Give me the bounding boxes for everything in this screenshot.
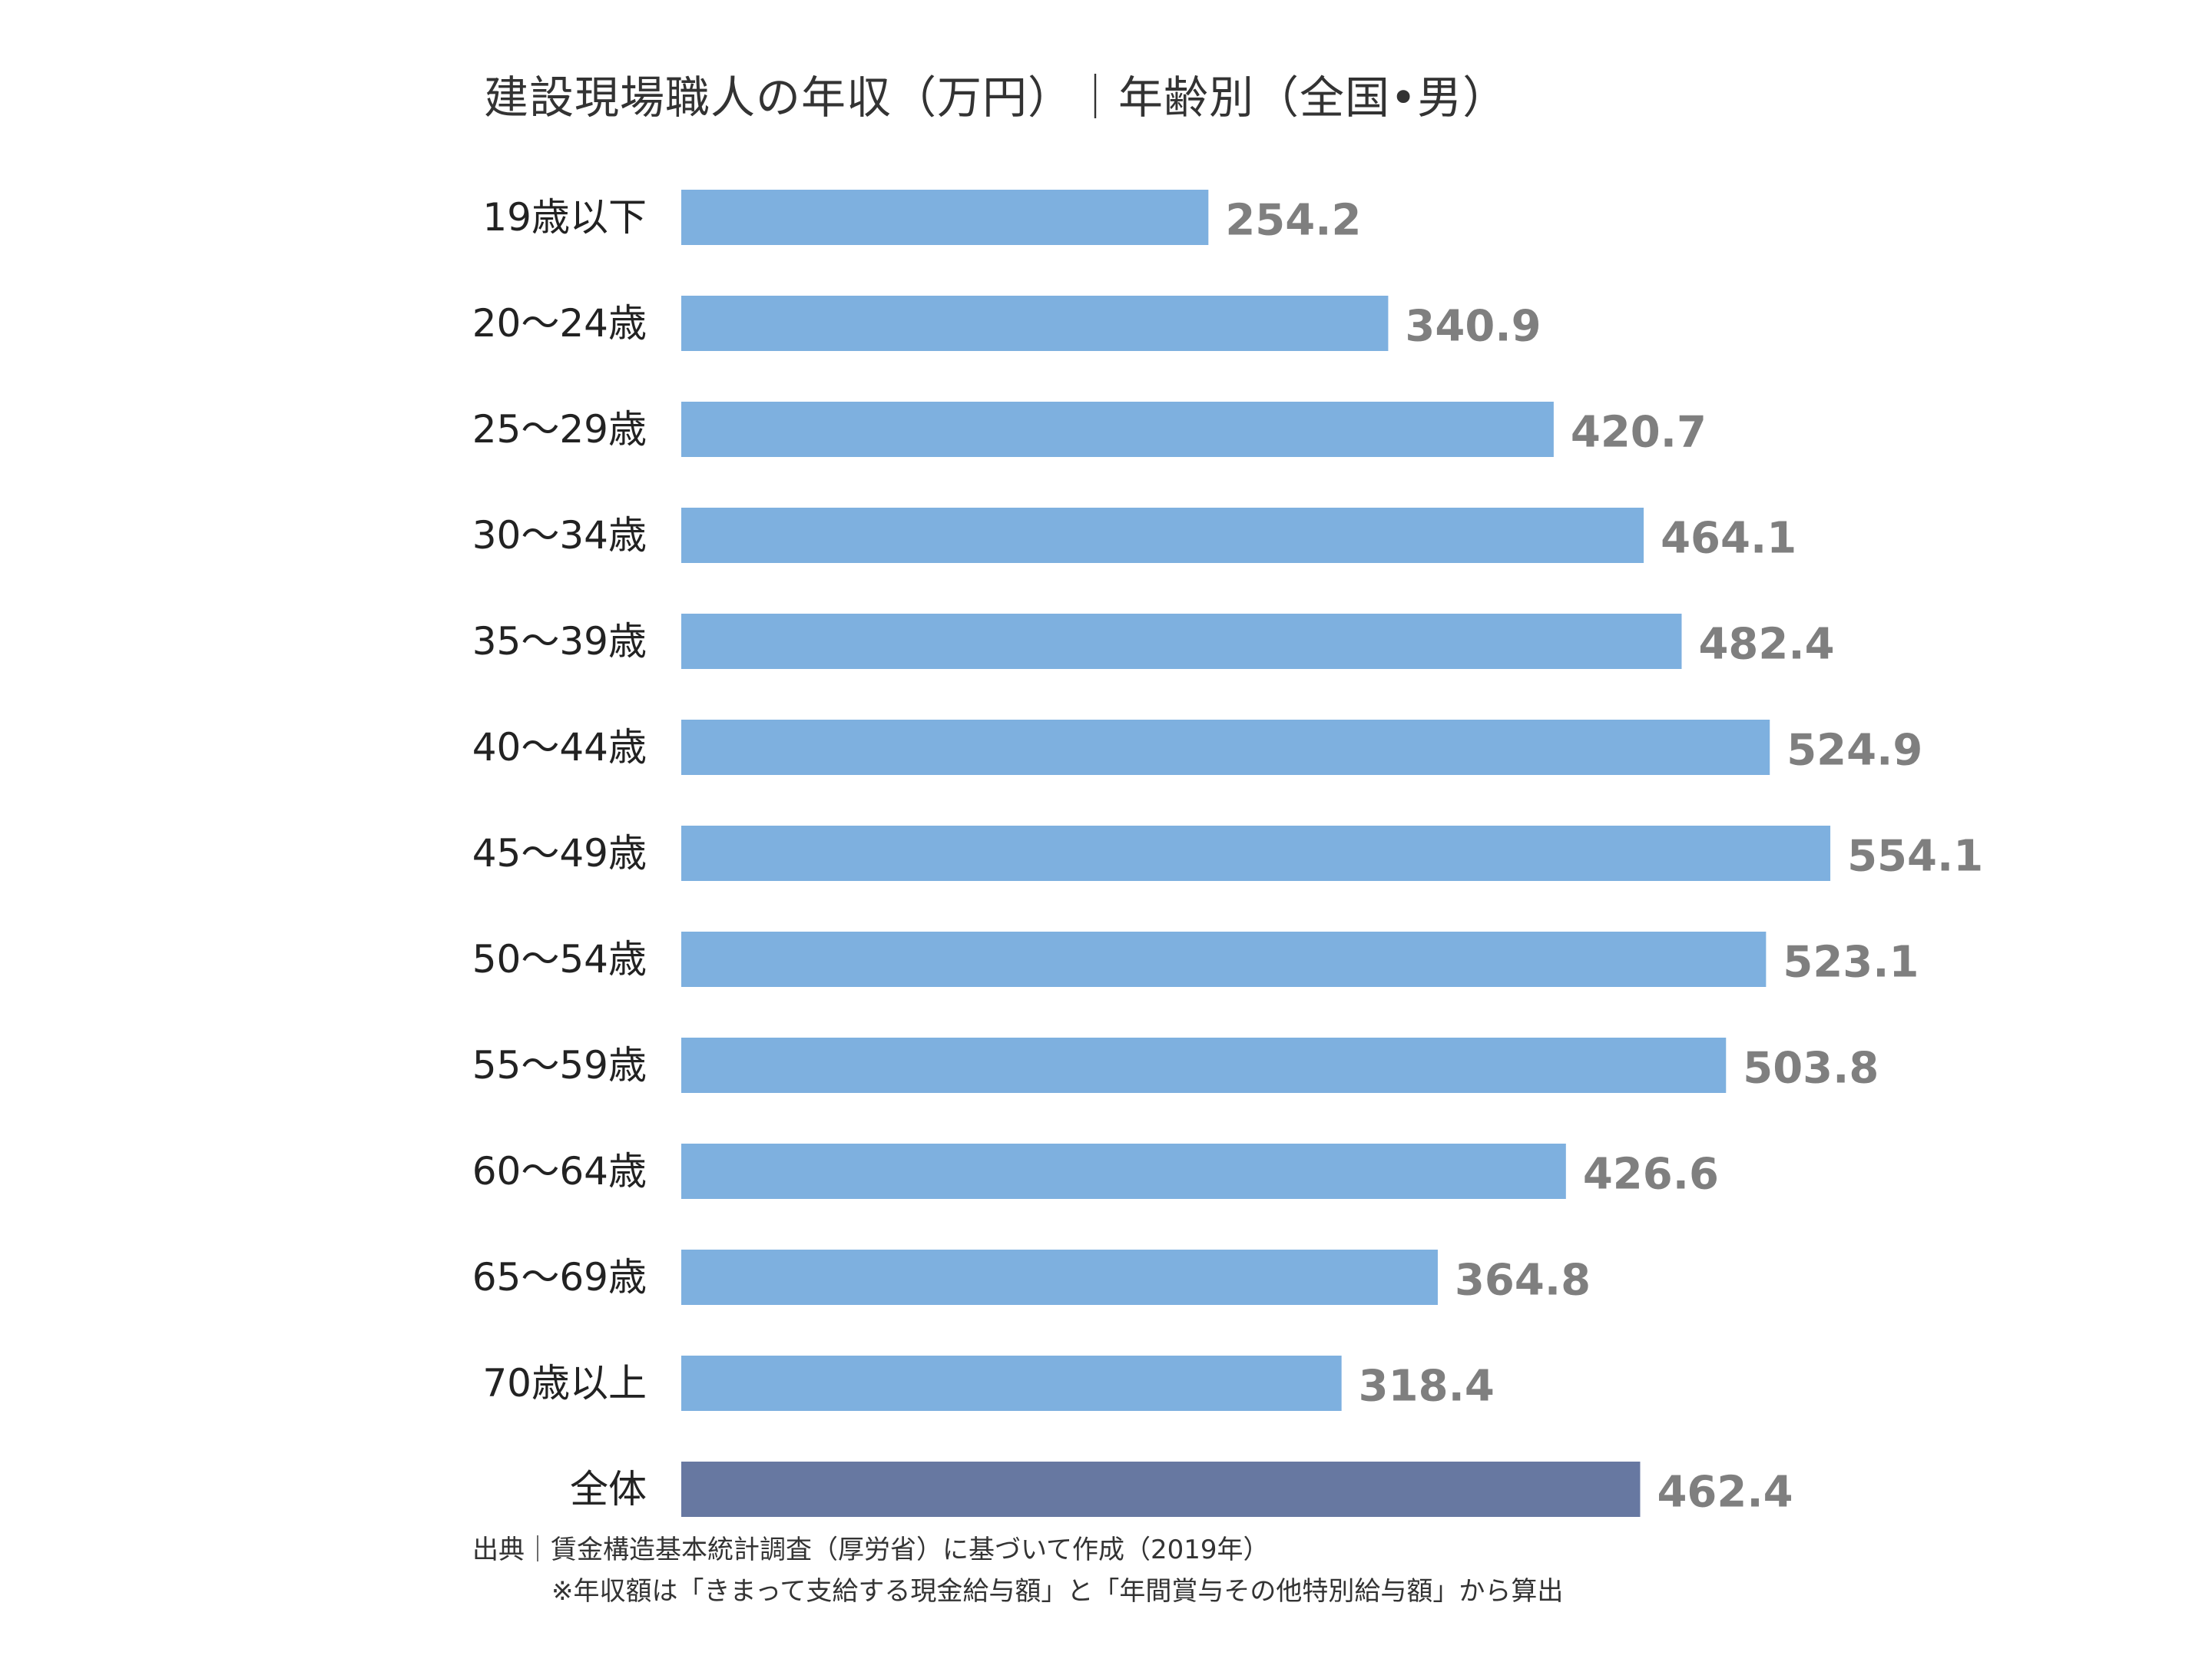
bar-total bbox=[681, 1462, 1641, 1517]
category-label: 20～24歳 bbox=[472, 301, 647, 346]
category-label: 19歳以下 bbox=[482, 195, 647, 240]
bar bbox=[681, 932, 1767, 987]
value-label: 462.4 bbox=[1657, 1468, 1793, 1518]
category-label: 35～39歳 bbox=[472, 619, 647, 664]
calculation-note: ※年収額は「きまって支給する現金給与額」と「年間賞与その他特別給与額」から算出 bbox=[551, 1576, 1564, 1607]
bar bbox=[681, 614, 1682, 669]
category-label: 45～49歳 bbox=[472, 831, 647, 876]
category-label: 25～29歳 bbox=[472, 407, 647, 452]
category-label: 65～69歳 bbox=[472, 1255, 647, 1300]
value-label: 464.1 bbox=[1661, 514, 1796, 564]
value-label: 420.7 bbox=[1571, 408, 1707, 458]
value-label: 426.6 bbox=[1583, 1150, 1719, 1200]
category-label: 40～44歳 bbox=[472, 725, 647, 770]
category-label: 70歳以上 bbox=[482, 1361, 647, 1406]
value-label: 482.4 bbox=[1698, 620, 1834, 670]
category-label: 55～59歳 bbox=[472, 1043, 647, 1088]
bar bbox=[681, 1038, 1727, 1093]
bar bbox=[681, 508, 1644, 563]
bar bbox=[681, 296, 1389, 351]
value-label: 318.4 bbox=[1359, 1362, 1495, 1412]
value-label: 340.9 bbox=[1405, 302, 1541, 352]
source-note: 出典｜賃金構造基本統計調査（厚労省）に基づいて作成（2019年） bbox=[472, 1535, 1270, 1565]
bar bbox=[681, 402, 1554, 457]
chart-title: 建設現場職人の年収（万円）｜年齢別（全国•男） bbox=[484, 71, 1508, 124]
bar bbox=[681, 1144, 1566, 1199]
bar bbox=[681, 1250, 1438, 1305]
value-label: 554.1 bbox=[1847, 832, 1983, 882]
bar bbox=[681, 826, 1831, 881]
bar bbox=[681, 720, 1770, 775]
bar bbox=[681, 190, 1209, 245]
category-label: 全体 bbox=[570, 1467, 647, 1512]
category-label: 50～54歳 bbox=[472, 937, 647, 982]
value-label: 254.2 bbox=[1225, 196, 1361, 246]
value-label: 523.1 bbox=[1783, 938, 1919, 988]
value-label: 503.8 bbox=[1743, 1044, 1879, 1094]
category-label: 60～64歳 bbox=[472, 1149, 647, 1194]
value-label: 524.9 bbox=[1786, 726, 1922, 776]
value-label: 364.8 bbox=[1455, 1256, 1591, 1306]
bar bbox=[681, 1356, 1342, 1411]
category-label: 30～34歳 bbox=[472, 513, 647, 558]
